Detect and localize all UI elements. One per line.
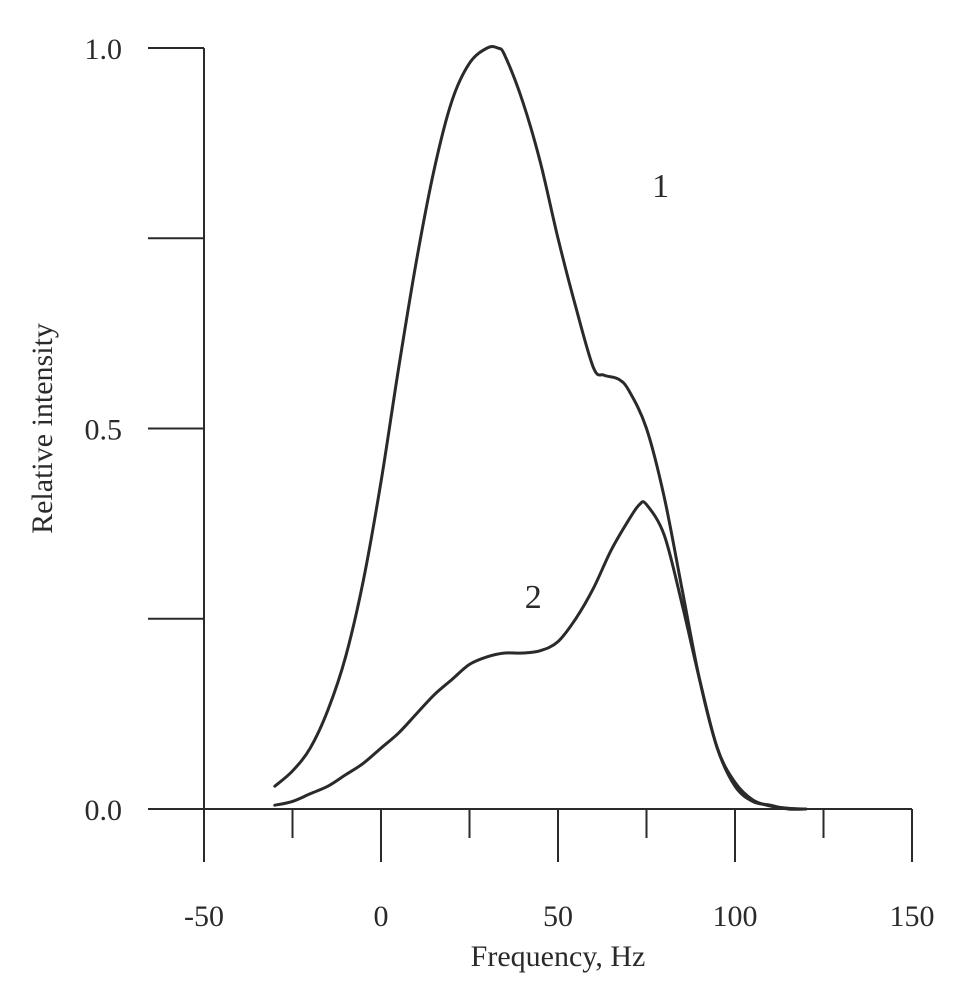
x-tick-label: 50	[543, 900, 573, 933]
y-ticks: 0.0 0.5 1.0	[85, 33, 204, 827]
x-tick-label: 100	[713, 900, 758, 933]
x-tick-label: 150	[890, 900, 935, 933]
series-group	[273, 45, 808, 811]
y-tick-label: 0.5	[85, 414, 123, 447]
curve-label: 2	[525, 579, 542, 616]
x-axis-title: Frequency, Hz	[471, 940, 646, 973]
x-tick-label: 0	[374, 900, 389, 933]
y-tick-label: 1.0	[85, 33, 123, 66]
x-ticks: -50 0 50 100 150	[184, 809, 935, 933]
y-tick-label: 0.0	[85, 794, 123, 827]
curve-label: 1	[652, 168, 669, 205]
y-axis-title: Relative intensity	[26, 323, 59, 534]
series-line-2	[273, 500, 808, 811]
x-tick-label: -50	[184, 900, 224, 933]
axes: 0.0 0.5 1.0 -50 0 50 100 150	[85, 33, 935, 933]
curve-labels: 12	[525, 168, 669, 616]
series-line-1	[273, 45, 808, 811]
